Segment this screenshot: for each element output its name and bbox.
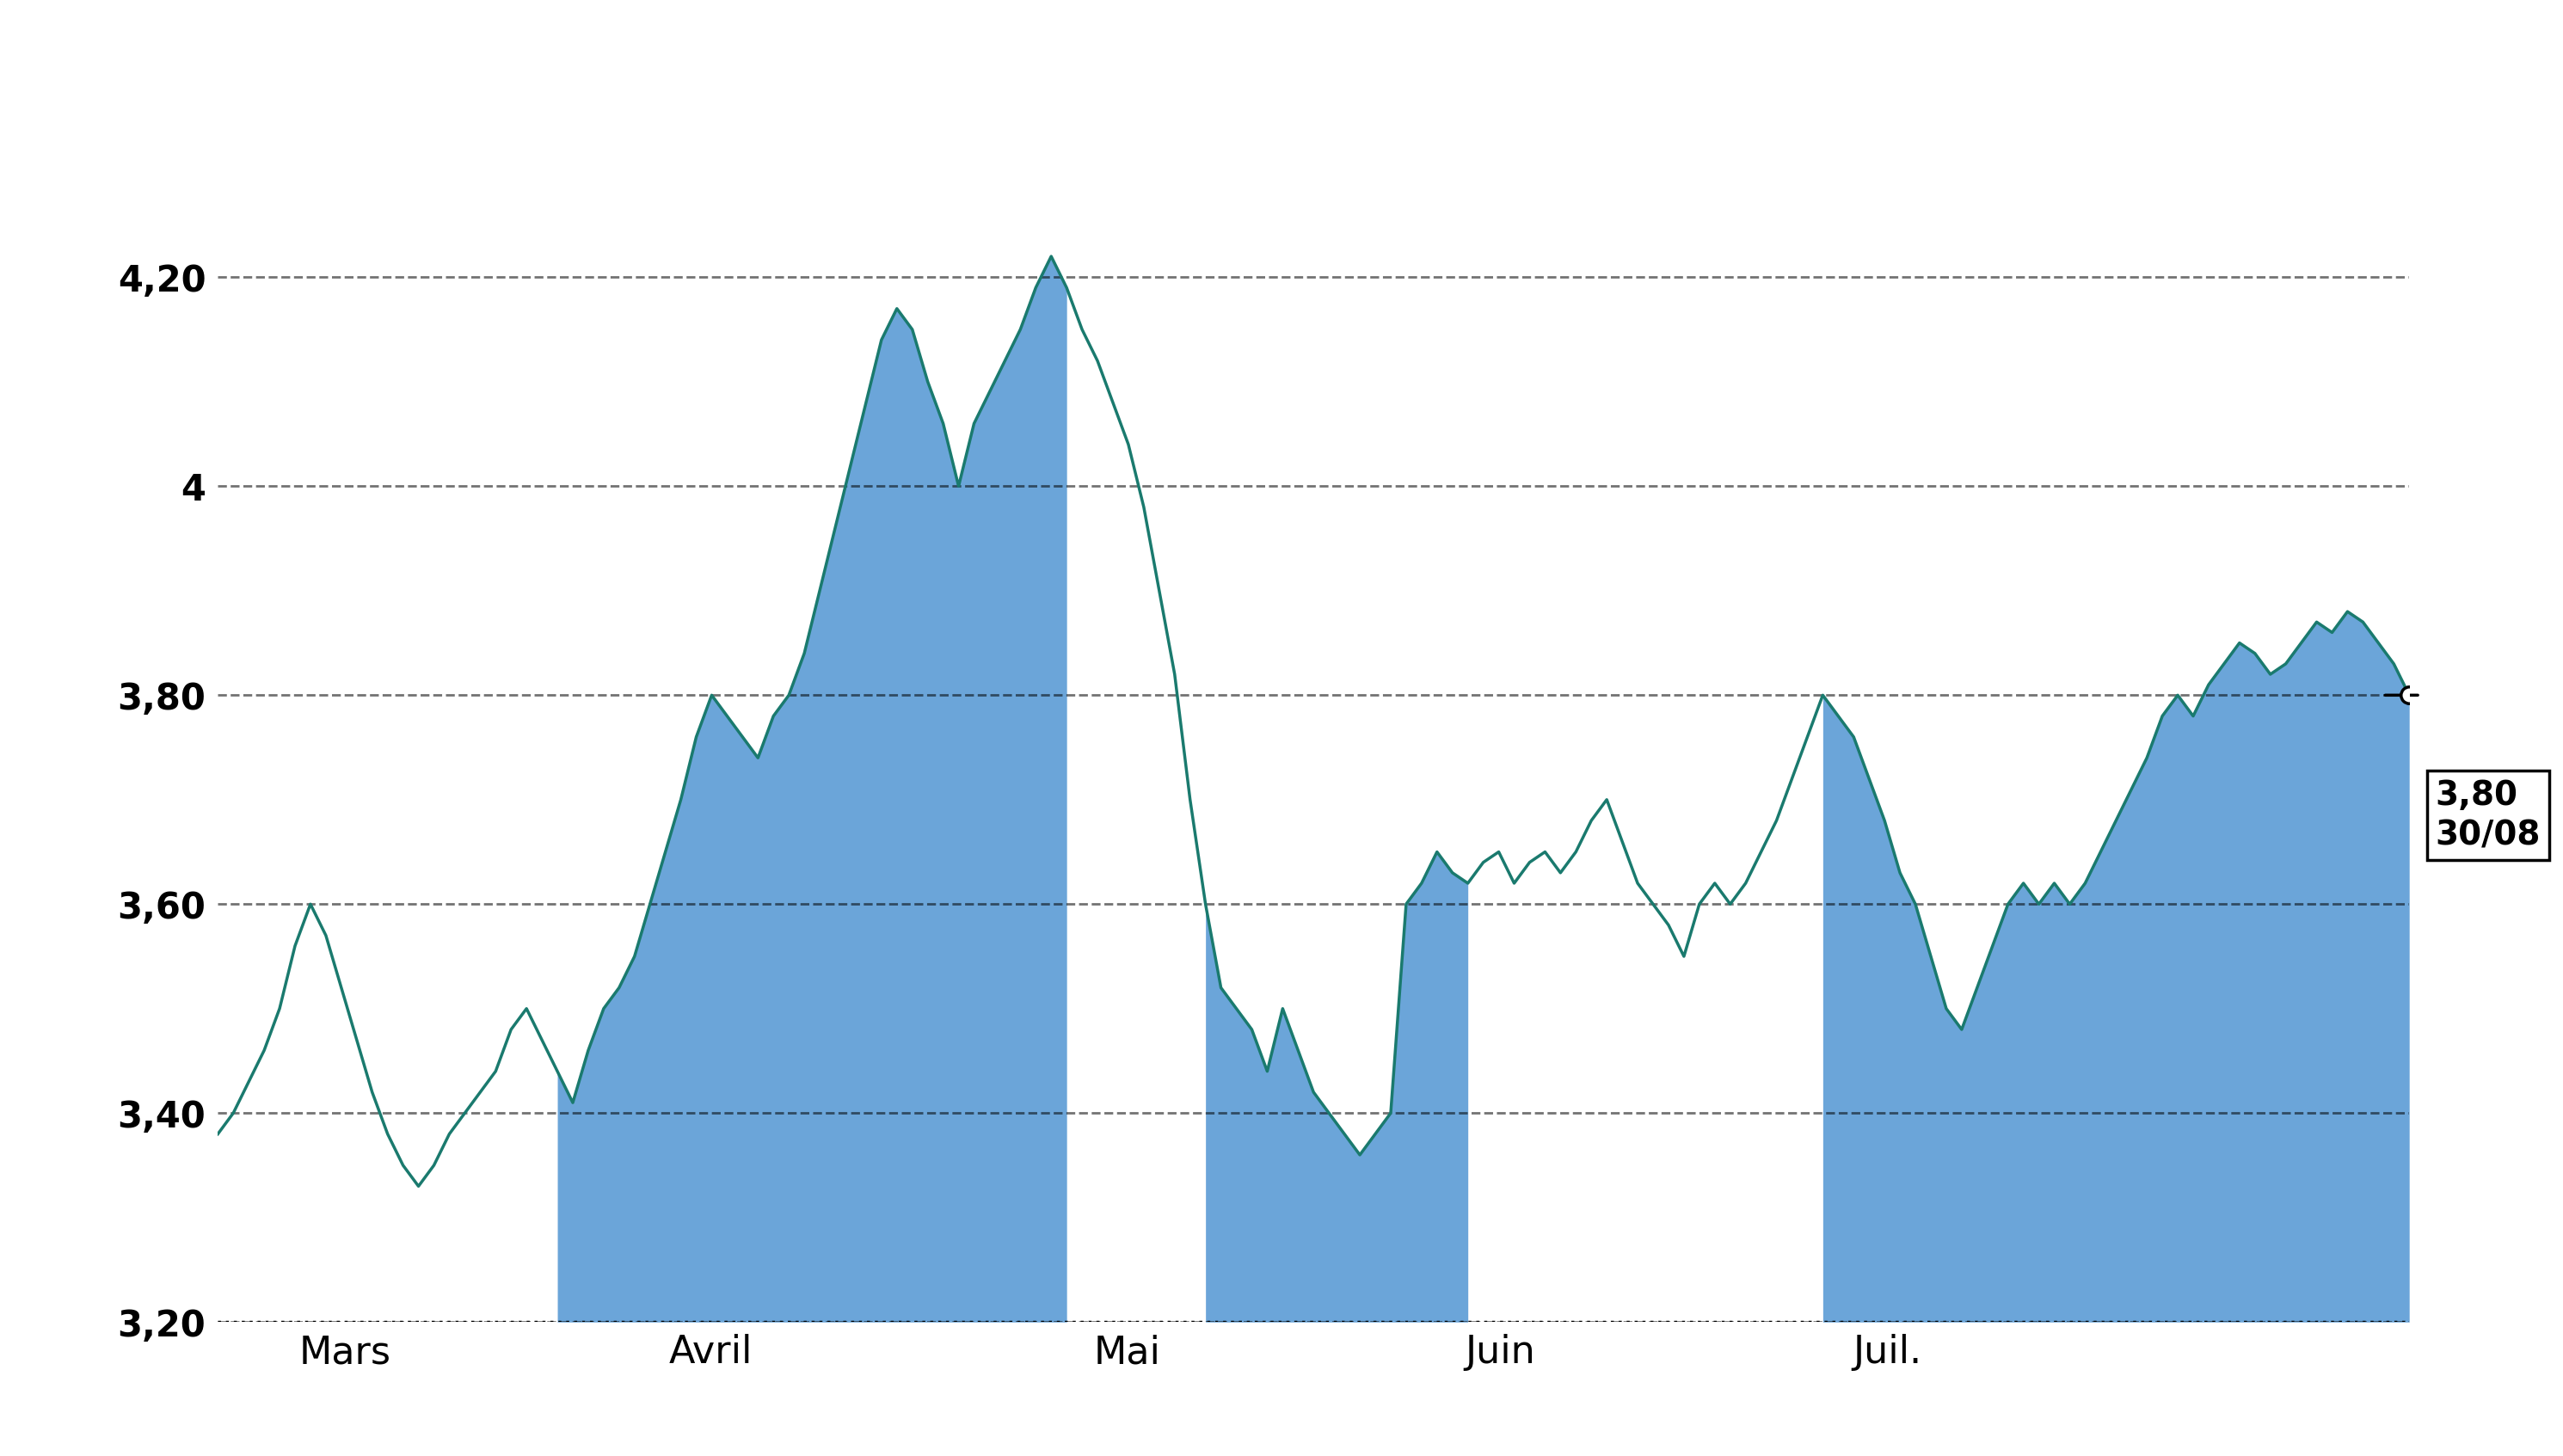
- Text: Borussia Dortmund GmbH & Co KGaA: Borussia Dortmund GmbH & Co KGaA: [377, 44, 2186, 128]
- Text: 3,80
30/08: 3,80 30/08: [2435, 779, 2540, 852]
